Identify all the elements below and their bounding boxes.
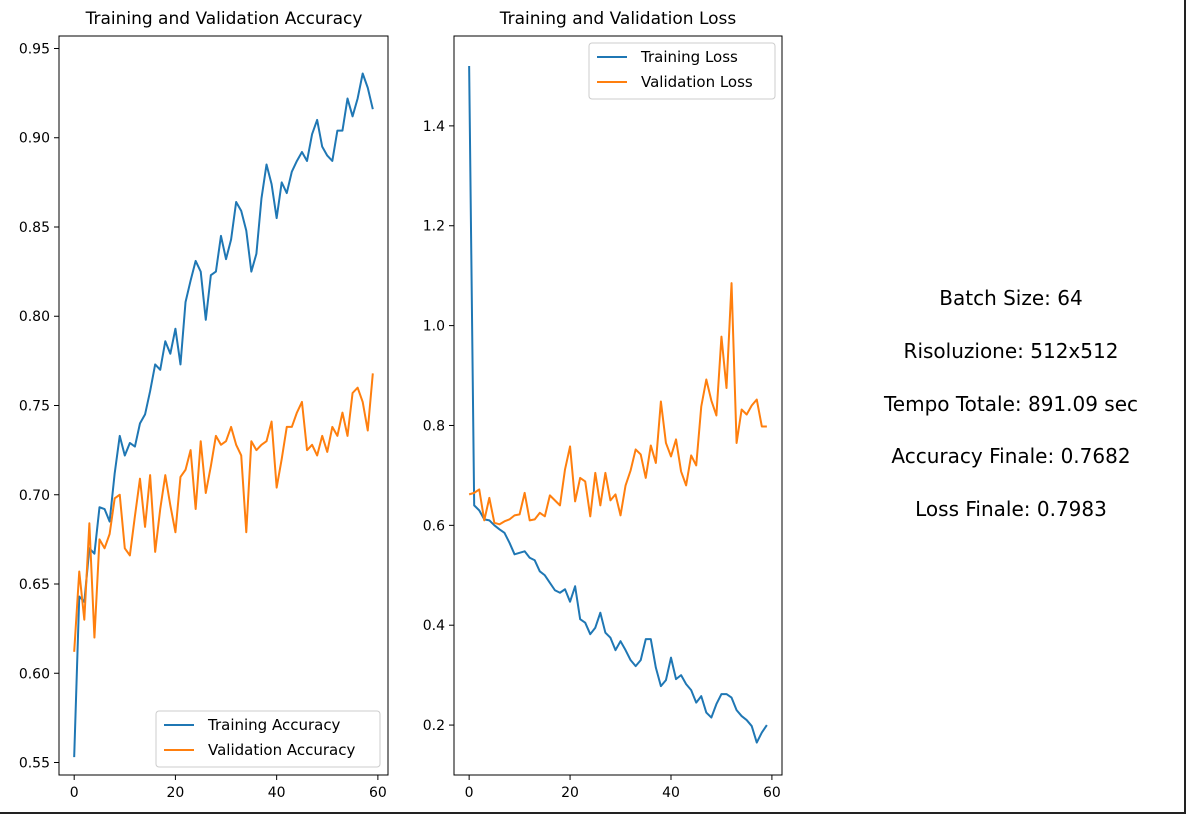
accuracy-x-tick-label: 0 [70, 785, 79, 801]
accuracy-y-tick-label: 0.80 [19, 309, 50, 325]
legend-label-validation-accuracy: Validation Accuracy [208, 741, 355, 759]
loss-y-tick-label: 1.0 [423, 319, 445, 335]
accuracy-legend-box [155, 710, 381, 768]
accuracy-chart: Training and Validation Accuracy 0 20 40 60… [19, 9, 389, 801]
accuracy-y-tick-label: 0.75 [19, 399, 50, 415]
loss-legend-box [588, 42, 776, 100]
loss-y-tick-label: 0.2 [423, 718, 445, 734]
legend-label-validation-loss: Validation Loss [641, 73, 753, 91]
accuracy-y-tick-label: 0.70 [19, 488, 50, 504]
loss-chart-title: Training and Validation Loss [499, 9, 737, 29]
loss-plot-frame [453, 35, 783, 776]
loss-validation-line [468, 282, 767, 526]
accuracy-y-tick-label: 0.65 [19, 577, 50, 593]
loss-training-line [468, 65, 768, 744]
accuracy-finale-text: Accuracy Finale: 0.7682 [891, 444, 1130, 468]
batch-size-text: Batch Size: 64 [939, 286, 1082, 310]
loss-x-tick-label: 40 [662, 785, 680, 801]
accuracy-y-tick-label: 0.95 [19, 41, 50, 57]
accuracy-plot-frame [58, 35, 389, 776]
loss-x-tick-label: 60 [763, 785, 781, 801]
accuracy-x-tick-label: 40 [268, 785, 286, 801]
loss-y-tick-label: 0.6 [423, 518, 445, 534]
loss-y-tick-label: 1.4 [423, 119, 445, 135]
loss-x-tick-label: 20 [561, 785, 579, 801]
accuracy-validation-line [73, 373, 374, 652]
legend-label-training-accuracy: Training Accuracy [207, 716, 341, 734]
accuracy-x-tick-label: 60 [369, 785, 387, 801]
risoluzione-text: Risoluzione: 512x512 [904, 339, 1119, 363]
loss-y-tick-label: 1.2 [423, 219, 445, 235]
loss-finale-text: Loss Finale: 0.7983 [915, 497, 1107, 521]
accuracy-y-tick-label: 0.55 [19, 756, 50, 772]
legend-label-training-loss: Training Loss [640, 48, 738, 66]
loss-y-tick-label: 0.8 [423, 418, 445, 434]
loss-y-tick-label: 0.4 [423, 618, 445, 634]
loss-chart: Training and Validation Loss 0 20 40 60 0.2 0… [423, 9, 783, 801]
accuracy-x-tick-label: 20 [167, 785, 185, 801]
loss-legend: Training Loss Validation Loss [588, 42, 776, 100]
loss-x-tick-label: 0 [465, 785, 474, 801]
accuracy-chart-title: Training and Validation Accuracy [85, 9, 363, 29]
accuracy-training-line [73, 72, 374, 758]
accuracy-y-tick-label: 0.85 [19, 220, 50, 236]
accuracy-legend: Training Accuracy Validation Accuracy [155, 710, 381, 768]
tempo-totale-text: Tempo Totale: 891.09 sec [883, 392, 1138, 416]
accuracy-y-tick-label: 0.90 [19, 131, 50, 147]
training-summary: Batch Size: 64 Risoluzione: 512x512 Temp… [883, 286, 1138, 521]
accuracy-y-tick-label: 0.60 [19, 666, 50, 682]
